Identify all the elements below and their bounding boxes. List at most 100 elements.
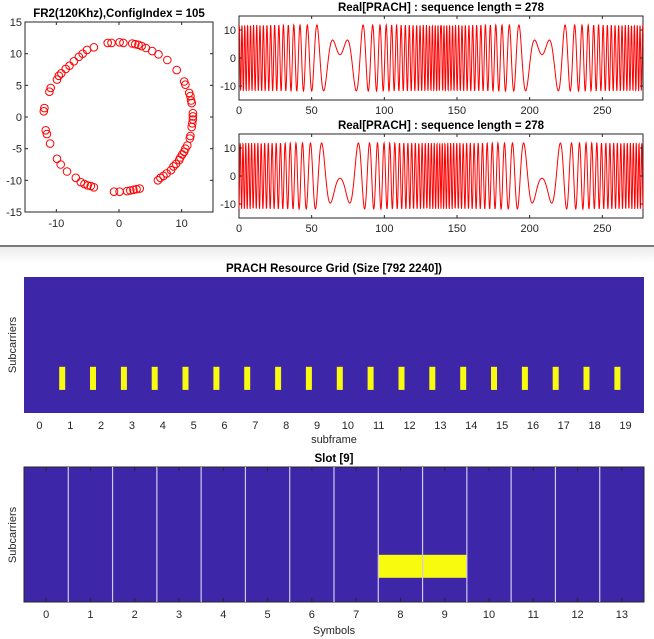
- constellation-point: [76, 177, 86, 187]
- slot-grid-xlabel: Symbols: [313, 625, 356, 637]
- slot-grid-symbol-dividers: [67, 467, 601, 602]
- prach-occasion-bar: [460, 366, 467, 390]
- prach-occasion-bar: [429, 366, 436, 390]
- constellation-ytick-label: 15: [10, 17, 22, 29]
- slot-grid-xtick-label: 4: [220, 609, 226, 621]
- constellation-point: [163, 55, 172, 65]
- resource-grid-xtick-label: 13: [434, 420, 446, 432]
- constellation-point: [65, 61, 74, 70]
- constellation-point: [89, 43, 99, 52]
- waveform-xtick-label: 200: [520, 105, 538, 117]
- waveform-xtick-label: 250: [593, 223, 611, 235]
- resource-grid-xtick-label: 8: [283, 420, 289, 432]
- resource-grid-xtick-label: 9: [314, 420, 320, 432]
- resource-grid-title: PRACH Resource Grid (Size [792 2240]): [226, 263, 442, 275]
- constellation-ytick-label: 5: [16, 80, 22, 92]
- waveform-2-title: Real[PRACH] : sequence length = 278: [338, 120, 545, 132]
- constellation-point: [57, 69, 66, 78]
- resource-grid-xtick-label: 7: [252, 420, 258, 432]
- prach-occasion-bar: [336, 366, 343, 390]
- constellation-title: FR2(120Khz),ConfigIndex = 105: [33, 8, 205, 20]
- resource-grid-xtick-label: 14: [465, 420, 477, 432]
- constellation-point: [129, 185, 138, 195]
- waveform-plot-1: Real[PRACH] : sequence length = 278 0 50 1…: [220, 2, 644, 117]
- constellation-point: [181, 80, 190, 89]
- prach-occasion-bar: [182, 366, 189, 390]
- prach-occasion-bar: [491, 366, 497, 390]
- resource-grid-xtick-label: 2: [98, 420, 104, 432]
- waveform-ytick-label: 0: [230, 171, 236, 183]
- constellation-point: [45, 139, 55, 148]
- slot-grid-xtick-label: 7: [353, 609, 359, 621]
- resource-grid-xtick-label: 11: [373, 420, 384, 432]
- resource-grid-xlabel: subframe: [311, 434, 357, 446]
- prach-occasion-bar: [521, 366, 528, 390]
- constellation-axes: [24, 21, 214, 213]
- resource-grid-xtick-label: 12: [403, 420, 415, 432]
- constellation-point: [41, 126, 51, 135]
- constellation-point: [154, 50, 163, 59]
- constellation-point: [40, 103, 49, 113]
- waveform-1-line: [238, 23, 644, 93]
- constellation-point: [107, 38, 116, 48]
- constellation-xtick-label: -10: [48, 218, 64, 230]
- constellation-point: [54, 71, 64, 81]
- constellation-xtick-label: 10: [176, 218, 188, 230]
- slot-grid-xtick-label: 2: [132, 609, 138, 621]
- prach-occasion-bar: [120, 366, 127, 390]
- slot-grid-xtick-label: 6: [309, 609, 315, 621]
- resource-grid-xtick-label: 1: [67, 420, 73, 432]
- waveform-xtick-label: 0: [236, 223, 242, 235]
- constellation-ytick-label: -15: [6, 207, 22, 219]
- resource-grid-xtick-label: 19: [619, 420, 631, 432]
- prach-occasion-bar: [213, 366, 220, 390]
- constellation-point: [156, 173, 165, 183]
- constellation-point: [115, 38, 124, 47]
- waveform-xtick-label: 150: [448, 223, 466, 235]
- constellation-point: [188, 112, 198, 121]
- waveform-xtick-label: 100: [375, 105, 393, 117]
- constellation-point: [42, 129, 52, 139]
- resource-grid-active-bars: [59, 366, 621, 390]
- resource-grid-xtick-label: 5: [191, 420, 197, 432]
- constellation-points: [39, 38, 198, 196]
- resource-grid-xtick-label: 3: [129, 420, 135, 432]
- panel-divider[interactable]: [0, 245, 654, 247]
- resource-grid-xtick-label: 10: [342, 420, 354, 432]
- constellation-point: [135, 184, 144, 193]
- waveform-1-title: Real[PRACH] : sequence length = 278: [338, 2, 545, 14]
- constellation-point: [187, 98, 196, 108]
- constellation-point: [52, 154, 62, 164]
- slot-grid-xtick-label: 12: [571, 609, 583, 621]
- resource-grid-xtick-label: 4: [160, 420, 166, 432]
- slot-grid-title: Slot [9]: [315, 453, 354, 465]
- waveform-ytick-label: 10: [224, 25, 236, 37]
- waveform-plot-2: Real[PRACH] : sequence length = 278 0 50 1…: [220, 120, 644, 235]
- constellation-point: [187, 122, 196, 132]
- resource-grid-xtick-label: 6: [221, 420, 227, 432]
- waveform-2-line: [238, 141, 644, 211]
- constellation-ytick-label: 0: [16, 112, 22, 124]
- constellation-point: [132, 184, 141, 194]
- constellation-point: [188, 119, 197, 128]
- constellation-point: [162, 169, 171, 178]
- prach-occasion-bar: [367, 366, 374, 390]
- prach-occasion-bar: [59, 366, 66, 390]
- constellation-point: [86, 181, 96, 191]
- resource-grid-background: [24, 277, 644, 413]
- constellation-point: [45, 87, 54, 96]
- slot-grid-xtick-label: 9: [442, 609, 448, 621]
- waveform-ytick-label: -10: [220, 81, 236, 93]
- resource-grid-xtick-label: 16: [527, 420, 539, 432]
- constellation-plot: FR2(120Khz),ConfigIndex = 105 -10 0 10 15 1…: [6, 8, 214, 230]
- constellation-point: [188, 108, 198, 118]
- slot-grid-xtick-label: 5: [265, 609, 271, 621]
- slot-grid-xtick-label: 13: [616, 609, 628, 621]
- constellation-point: [119, 38, 128, 48]
- constellation-point: [137, 41, 146, 51]
- slot-grid-xtick-label: 3: [176, 609, 182, 621]
- waveform-ytick-label: -10: [220, 199, 236, 211]
- waveform-xtick-label: 0: [236, 105, 242, 117]
- constellation-point: [153, 176, 163, 185]
- constellation-point: [39, 107, 49, 116]
